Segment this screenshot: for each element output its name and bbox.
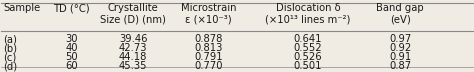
- Text: 0.97: 0.97: [389, 34, 411, 44]
- Text: 0.791: 0.791: [194, 52, 223, 62]
- Text: 0.92: 0.92: [389, 43, 411, 53]
- Text: (b): (b): [3, 43, 17, 53]
- Text: (a): (a): [3, 34, 17, 44]
- Text: Sample: Sample: [3, 3, 40, 13]
- Text: 0.878: 0.878: [194, 34, 223, 44]
- Text: 44.18: 44.18: [119, 52, 147, 62]
- Text: 39.46: 39.46: [119, 34, 147, 44]
- Text: 0.770: 0.770: [194, 61, 223, 71]
- Text: (d): (d): [3, 61, 17, 71]
- Text: 0.87: 0.87: [389, 61, 411, 71]
- Text: 30: 30: [65, 34, 78, 44]
- Text: 50: 50: [65, 52, 78, 62]
- Text: 0.526: 0.526: [293, 52, 322, 62]
- Text: Band gap
(eV): Band gap (eV): [376, 3, 424, 25]
- Text: TD (°C): TD (°C): [53, 3, 90, 13]
- Text: Dislocation δ
(×10¹³ lines m⁻²): Dislocation δ (×10¹³ lines m⁻²): [265, 3, 351, 25]
- Text: 0.641: 0.641: [293, 34, 322, 44]
- Text: Microstrain
ε (×10⁻³): Microstrain ε (×10⁻³): [181, 3, 237, 25]
- Text: 0.501: 0.501: [293, 61, 322, 71]
- Text: 42.73: 42.73: [119, 43, 147, 53]
- Text: 40: 40: [65, 43, 78, 53]
- Text: 45.35: 45.35: [119, 61, 147, 71]
- Text: 0.813: 0.813: [194, 43, 223, 53]
- Text: 0.552: 0.552: [293, 43, 322, 53]
- Text: (c): (c): [3, 52, 16, 62]
- Text: 0.91: 0.91: [389, 52, 411, 62]
- Text: Crystallite
Size (D) (nm): Crystallite Size (D) (nm): [100, 3, 166, 25]
- Text: 60: 60: [65, 61, 78, 71]
